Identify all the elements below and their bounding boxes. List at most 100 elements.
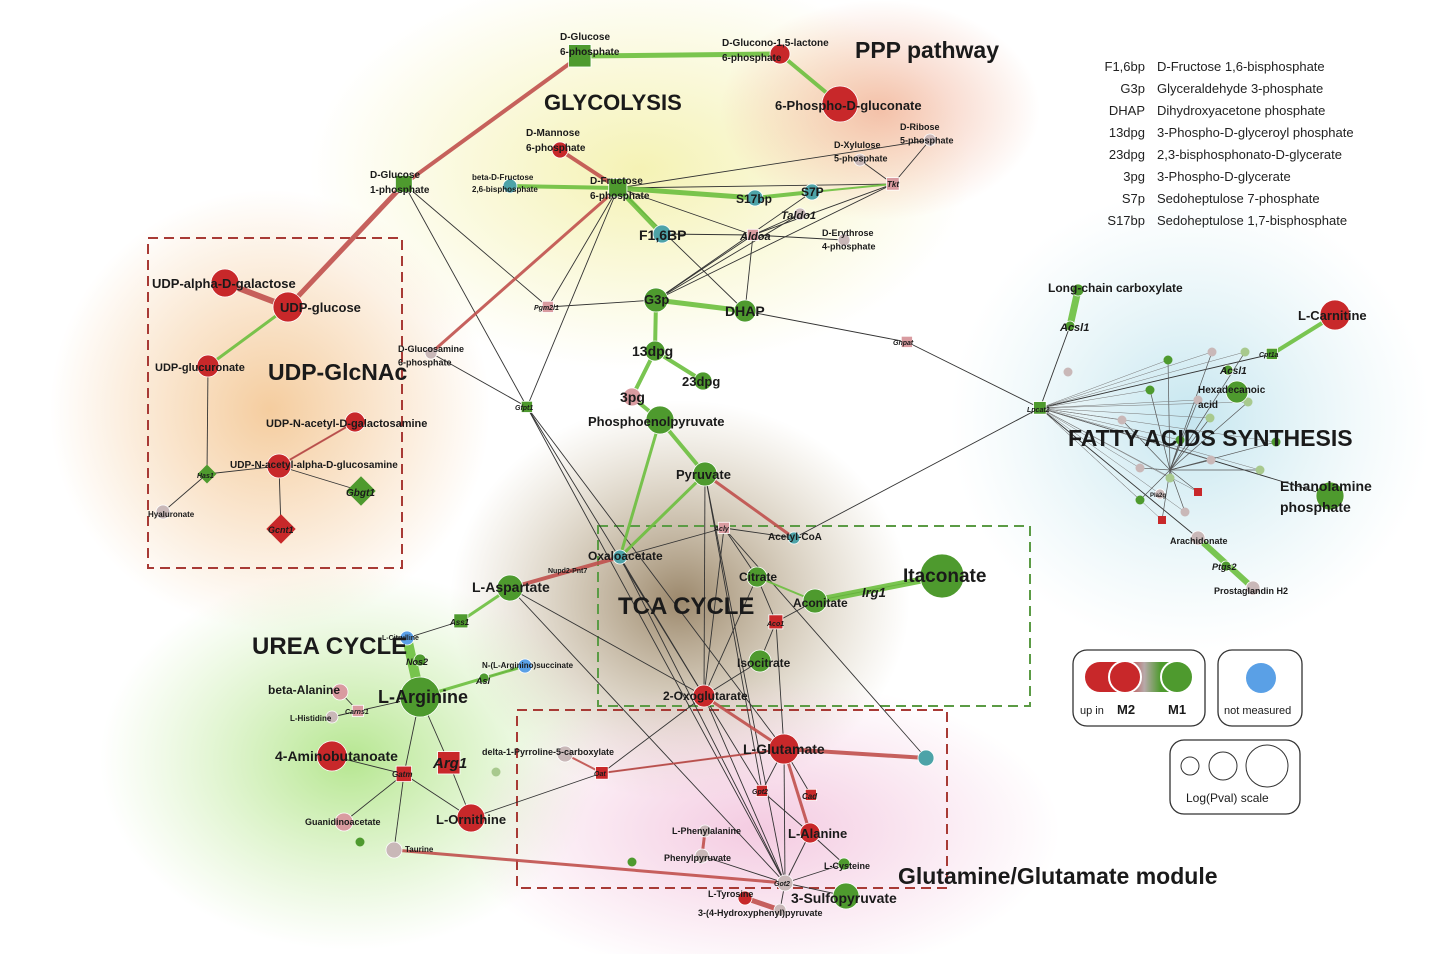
udpgalnac-label: UDP-N-acetyl-D-galactosamine xyxy=(266,418,427,430)
pep-node xyxy=(645,405,675,435)
node-labels: D-Glucose 6-phosphate D-Glucono-1,5-lacton… xyxy=(148,32,1372,918)
lglu-label: L-Glutamate xyxy=(743,741,825,757)
f16bp-label: F1,6BP xyxy=(639,227,686,243)
hexa-label: Hexadecanoic acid xyxy=(1198,385,1266,411)
cad-label: Cad xyxy=(802,792,818,801)
edge-strong xyxy=(618,418,662,559)
legend-not-measured-dot xyxy=(1246,663,1276,693)
edge xyxy=(509,587,786,884)
edge xyxy=(278,465,362,492)
oaa-node xyxy=(612,549,628,565)
ass1-label: Ass1 xyxy=(449,618,470,627)
abbreviation-name: D-Fructose 1,6-bisphosphate xyxy=(1157,59,1325,74)
taurine-node xyxy=(385,841,403,859)
edge xyxy=(703,527,725,697)
edge xyxy=(601,695,705,774)
metabolite-node xyxy=(1063,367,1073,377)
edge xyxy=(1039,359,1169,409)
longchain-label: Long-chain carboxylate xyxy=(1048,281,1183,295)
aminobut-node xyxy=(316,740,348,772)
aco1-node xyxy=(768,614,784,630)
betaala-node xyxy=(331,683,349,701)
abbreviation-row: 13dpg 3-Phospho-D-glyceroyl phosphate xyxy=(1085,122,1385,144)
pyruvate-node xyxy=(692,461,718,487)
ltyr-node xyxy=(737,890,753,906)
edge-strong xyxy=(206,305,290,368)
abbreviation-name: Dihydroxyacetone phosphate xyxy=(1157,103,1326,118)
legend: up in M2 M1 not measured Log(Pval) scale xyxy=(1072,649,1303,815)
d23dpg-node xyxy=(693,371,713,391)
citrate-node xyxy=(746,566,768,588)
guanid-label: Guanidinoacetate xyxy=(305,817,381,827)
lala-label: L-Alanine xyxy=(788,826,847,841)
metabolite-node xyxy=(1205,413,1215,423)
edge xyxy=(1039,351,1213,409)
udpgal-label: UDP-alpha-D-galactose xyxy=(152,276,296,291)
edge xyxy=(1039,399,1199,409)
oat-label: Oat xyxy=(594,771,606,778)
dglc6p-node xyxy=(568,44,592,68)
edge-strong xyxy=(653,297,748,314)
abbreviation-row: S17bp Sedoheptulose 1,7-bisphosphate xyxy=(1085,210,1385,232)
glucono-label: D-Glucono-1,5-lactone 6-phosphate xyxy=(722,38,829,64)
legend-scale: Log(Pval) scale xyxy=(1186,791,1269,805)
arach-node xyxy=(1190,530,1206,546)
edge xyxy=(752,213,801,236)
legend-not-measured: not measured xyxy=(1224,705,1291,717)
edge-strong xyxy=(702,694,786,751)
udpglcnac-node xyxy=(266,453,292,479)
lhist-label: L-Histidine xyxy=(290,714,332,723)
edge xyxy=(1169,417,1211,471)
phepyr-node xyxy=(694,848,710,864)
abbreviation-code: 23dpg xyxy=(1108,147,1145,162)
has1-label: Has1 xyxy=(197,473,214,480)
irg1-label: Irg1 xyxy=(862,585,886,600)
drib-label: D-Ribose 5-phosphate xyxy=(900,122,954,146)
has1-node xyxy=(197,464,217,484)
carns1-label: Carns1 xyxy=(345,709,369,716)
p5c-label: delta-1-Pyrroline-5-carboxylate xyxy=(482,747,614,757)
edge-strong xyxy=(601,748,785,774)
metabolite-node xyxy=(1207,347,1217,357)
edge xyxy=(1039,325,1071,409)
edge xyxy=(704,473,763,792)
edge xyxy=(526,406,786,884)
gfpt1-node xyxy=(520,400,533,413)
edge xyxy=(1167,359,1171,471)
metabolite-node xyxy=(1243,397,1253,407)
lala-node xyxy=(799,822,821,844)
dfru6p-label: D-Fructose 6-phosphate xyxy=(590,176,650,202)
edge xyxy=(892,139,931,185)
acsl1a-label: Acsl1 xyxy=(1059,322,1089,334)
g3p-node xyxy=(643,287,669,313)
udpgal-node xyxy=(210,268,240,298)
abbreviation-legend: F1,6bp D-Fructose 1,6-bisphosphate G3p Glyc… xyxy=(1085,56,1385,232)
edge xyxy=(619,556,786,884)
enzyme-node xyxy=(1194,488,1202,496)
metabolite-node xyxy=(1163,355,1173,365)
phosphogluc-node xyxy=(821,85,859,123)
itaconate-node xyxy=(919,553,965,599)
edge xyxy=(701,855,786,884)
nodes xyxy=(155,43,1351,917)
citrate-label: Citrate xyxy=(739,570,777,584)
legend-scale-box xyxy=(1169,739,1301,815)
edge xyxy=(406,620,462,639)
abbreviation-row: F1,6bp D-Fructose 1,6-bisphosphate xyxy=(1085,56,1385,78)
edge xyxy=(526,406,785,750)
edge-strong xyxy=(392,848,787,885)
got2-node xyxy=(776,874,794,892)
metabolite-node xyxy=(491,767,501,777)
edge xyxy=(1139,469,1171,501)
edge-strong xyxy=(703,472,796,540)
edge xyxy=(343,773,405,823)
edge xyxy=(1169,351,1213,471)
abbreviation-row: 3pg 3-Phospho-D-glycerate xyxy=(1085,166,1385,188)
lcys-node xyxy=(837,857,851,871)
g3p-label: G3p xyxy=(644,292,669,307)
lcarn-label: L-Carnitine xyxy=(1298,308,1367,323)
edge xyxy=(619,556,705,697)
abbreviation-code: S7p xyxy=(1121,191,1145,206)
lpcat2-node xyxy=(1033,401,1047,415)
prosta-label: Prostaglandin H2 xyxy=(1214,586,1288,596)
